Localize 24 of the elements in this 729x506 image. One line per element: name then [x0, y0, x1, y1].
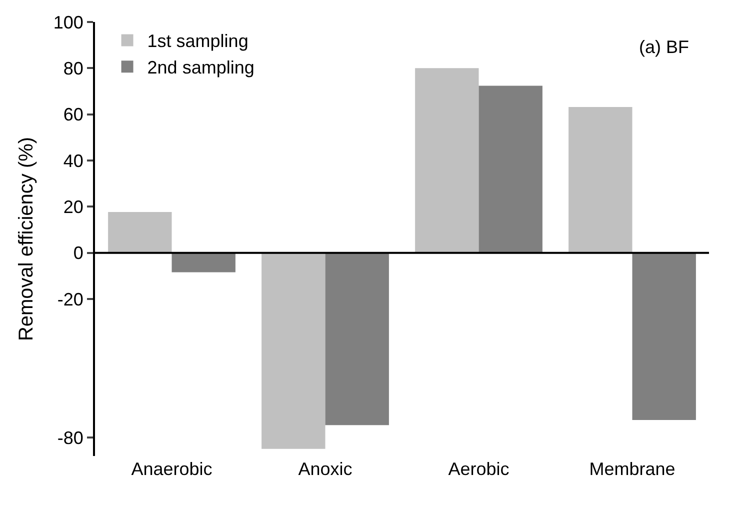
y-tick-label: 0	[73, 243, 84, 264]
x-tick-label: Anoxic	[298, 459, 352, 479]
bar	[108, 212, 172, 253]
legend-label: 1st sampling	[147, 31, 248, 52]
bar	[325, 252, 389, 426]
y-tick-label: -80	[57, 428, 84, 448]
y-tick-label: 100	[53, 12, 84, 32]
x-tick-label: Membrane	[589, 459, 676, 479]
y-tick-label: 80	[63, 58, 84, 78]
x-tick-label: Aerobic	[448, 459, 510, 479]
y-tick-label: 20	[63, 196, 84, 217]
y-tick-label: 40	[63, 150, 84, 171]
bar	[478, 86, 542, 253]
bar	[568, 106, 632, 253]
y-axis-title: Removal efficiency (%)	[15, 136, 38, 342]
legend-label: 2nd sampling	[147, 58, 254, 78]
y-tick-label: 60	[63, 104, 84, 125]
y-tick-label: -20	[57, 289, 84, 310]
bar	[415, 68, 479, 253]
annotation: (a) BF	[639, 37, 690, 57]
x-tick-label: Anaerobic	[131, 459, 212, 479]
bar	[172, 252, 236, 272]
bar	[632, 252, 696, 420]
bar	[262, 252, 326, 449]
